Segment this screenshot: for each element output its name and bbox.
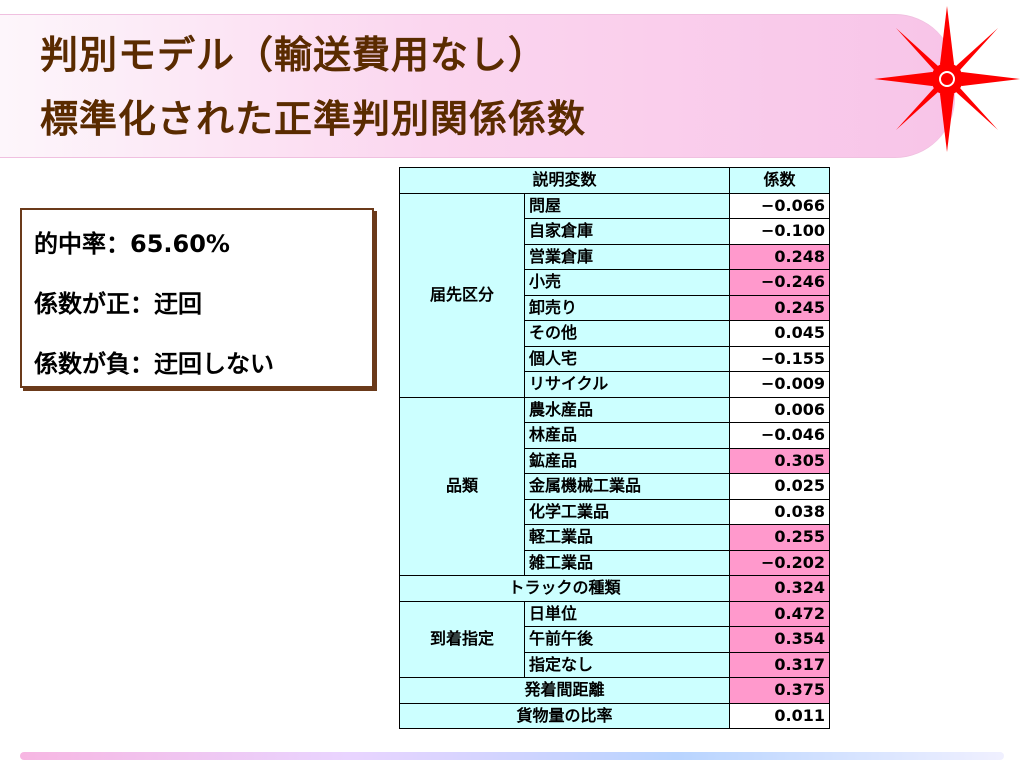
coefficient-value: −0.066 bbox=[729, 192, 830, 219]
coefficient-value: −0.046 bbox=[729, 422, 830, 449]
negative-meaning-text: 係数が負：迂回しない bbox=[34, 350, 274, 378]
coefficient-value: 0.248 bbox=[729, 243, 830, 270]
variable-name: 日単位 bbox=[524, 600, 730, 627]
variable-name: 午前午後 bbox=[524, 626, 730, 653]
coefficient-value: 0.317 bbox=[729, 651, 830, 678]
coefficient-value: 0.255 bbox=[729, 524, 830, 551]
variable-name: その他 bbox=[524, 320, 730, 347]
coefficient-value: 0.354 bbox=[729, 626, 830, 653]
summary-box: 的中率：65.60% 係数が正：迂回 係数が負：迂回しない bbox=[20, 208, 374, 388]
table-row: 届先区分 問屋 −0.066 bbox=[399, 192, 830, 398]
page-title-line2: 標準化された正準判別関係係数 bbox=[40, 97, 587, 141]
coefficient-value: 0.038 bbox=[729, 498, 830, 525]
variable-name: 農水産品 bbox=[524, 396, 730, 423]
table-row: 鉱産品 0.305 bbox=[400, 447, 830, 474]
table-row: 貨物量の比率 0.011 bbox=[399, 702, 830, 729]
variable-name: 林産品 bbox=[524, 422, 730, 449]
coefficient-value: 0.245 bbox=[729, 294, 830, 321]
table-row: 小売 −0.246 bbox=[400, 269, 830, 296]
table-row: 金属機械工業品 0.025 bbox=[400, 473, 830, 500]
coefficient-value: 0.472 bbox=[729, 600, 830, 627]
coefficient-value: 0.045 bbox=[729, 320, 830, 347]
title-banner bbox=[0, 14, 955, 158]
table-row: その他 0.045 bbox=[400, 320, 830, 347]
hit-rate-text: 的中率：65.60% bbox=[34, 230, 230, 258]
coefficient-value: 0.375 bbox=[729, 677, 830, 704]
variable-name: 自家倉庫 bbox=[524, 218, 730, 245]
table-row: 発着間距離 0.375 bbox=[399, 677, 830, 704]
coefficient-value: 0.011 bbox=[729, 702, 830, 729]
coefficient-value: −0.202 bbox=[729, 549, 830, 576]
coefficient-table: 説明変数 係数 届先区分 問屋 −0.066 自家倉庫 −0.100 営業倉庫 0.248 小… bbox=[399, 167, 830, 729]
variable-name: 卸売り bbox=[524, 294, 730, 321]
variable-name: 金属機械工業品 bbox=[524, 473, 730, 500]
table-row: 指定なし 0.317 bbox=[400, 651, 830, 678]
variable-name: 化学工業品 bbox=[524, 498, 730, 525]
table-row: 自家倉庫 −0.100 bbox=[400, 218, 830, 245]
table-row: 到着指定 日単位 0.472 bbox=[399, 600, 830, 678]
coefficient-value: −0.246 bbox=[729, 269, 830, 296]
positive-meaning-text: 係数が正：迂回 bbox=[34, 290, 202, 318]
variable-name: リサイクル bbox=[524, 371, 730, 398]
variable-name: 発着間距離 bbox=[399, 677, 730, 704]
header-coefficient: 係数 bbox=[729, 167, 830, 194]
group-label: 届先区分 bbox=[399, 192, 525, 398]
coefficient-value: −0.009 bbox=[729, 371, 830, 398]
variable-name: 貨物量の比率 bbox=[399, 702, 730, 729]
variable-name: トラックの種類 bbox=[399, 575, 730, 602]
table-row: 卸売り 0.245 bbox=[400, 294, 830, 321]
page-title-line1: 判別モデル（輸送費用なし） bbox=[40, 33, 548, 77]
table-row: 化学工業品 0.038 bbox=[400, 498, 830, 525]
table-row: 営業倉庫 0.248 bbox=[400, 243, 830, 270]
table-header-row: 説明変数 係数 bbox=[399, 167, 830, 194]
variable-name: 個人宅 bbox=[524, 345, 730, 372]
table-row: トラックの種類 0.324 bbox=[399, 575, 830, 602]
coefficient-value: 0.305 bbox=[729, 447, 830, 474]
coefficient-value: −0.100 bbox=[729, 218, 830, 245]
coefficient-value: 0.006 bbox=[729, 396, 830, 423]
variable-name: 鉱産品 bbox=[524, 447, 730, 474]
group-label: 品類 bbox=[399, 396, 525, 576]
footer-bar bbox=[20, 752, 1004, 760]
table-row: 品類 農水産品 0.006 bbox=[399, 396, 830, 576]
variable-name: 問屋 bbox=[524, 192, 730, 219]
coefficient-value: 0.324 bbox=[729, 575, 830, 602]
table-row: 林産品 −0.046 bbox=[400, 422, 830, 449]
variable-name: 営業倉庫 bbox=[524, 243, 730, 270]
table-row: 雑工業品 −0.202 bbox=[400, 549, 830, 576]
group-label: 到着指定 bbox=[399, 600, 525, 678]
table-row: 個人宅 −0.155 bbox=[400, 345, 830, 372]
coefficient-value: −0.155 bbox=[729, 345, 830, 372]
variable-name: 雑工業品 bbox=[524, 549, 730, 576]
variable-name: 小売 bbox=[524, 269, 730, 296]
table-body: 届先区分 問屋 −0.066 自家倉庫 −0.100 営業倉庫 0.248 小売 −0.246 卸… bbox=[399, 192, 830, 729]
table-row: リサイクル −0.009 bbox=[400, 371, 830, 398]
coefficient-value: 0.025 bbox=[729, 473, 830, 500]
header-variable: 説明変数 bbox=[399, 167, 730, 194]
variable-name: 指定なし bbox=[524, 651, 730, 678]
variable-name: 軽工業品 bbox=[524, 524, 730, 551]
compass-rose-icon bbox=[874, 6, 1020, 152]
